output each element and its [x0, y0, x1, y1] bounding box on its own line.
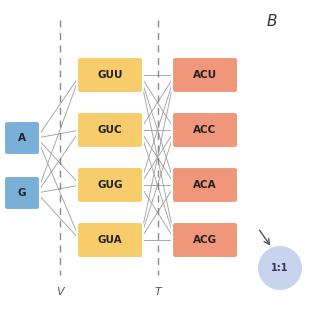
- FancyBboxPatch shape: [172, 167, 238, 203]
- Text: A: A: [18, 133, 26, 143]
- Text: T: T: [155, 287, 161, 297]
- Text: B: B: [267, 14, 277, 29]
- FancyBboxPatch shape: [172, 57, 238, 93]
- FancyBboxPatch shape: [172, 222, 238, 258]
- Text: V: V: [56, 287, 64, 297]
- FancyBboxPatch shape: [172, 112, 238, 148]
- Circle shape: [258, 246, 302, 290]
- Text: ACG: ACG: [193, 235, 217, 245]
- FancyBboxPatch shape: [4, 176, 40, 210]
- Text: GUC: GUC: [98, 125, 122, 135]
- Text: ACC: ACC: [193, 125, 217, 135]
- FancyBboxPatch shape: [77, 57, 143, 93]
- Text: GUG: GUG: [97, 180, 123, 190]
- FancyBboxPatch shape: [77, 167, 143, 203]
- FancyBboxPatch shape: [77, 222, 143, 258]
- FancyBboxPatch shape: [4, 121, 40, 155]
- Text: GUA: GUA: [98, 235, 122, 245]
- Text: 1:1: 1:1: [271, 263, 289, 273]
- Text: GUU: GUU: [97, 70, 123, 80]
- FancyBboxPatch shape: [77, 112, 143, 148]
- Text: ACA: ACA: [193, 180, 217, 190]
- Text: G: G: [18, 188, 26, 198]
- Text: ACU: ACU: [193, 70, 217, 80]
